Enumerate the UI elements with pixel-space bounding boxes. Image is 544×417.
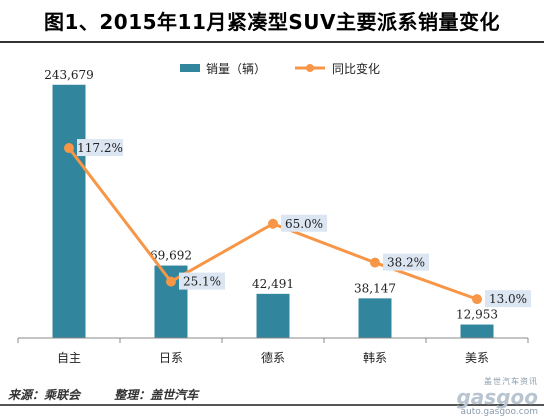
- line-label-box-0: [77, 139, 123, 157]
- x-tick-label-0: 自主: [57, 351, 81, 365]
- legend-label-line: 同比变化: [332, 61, 380, 76]
- legend: 销量（辆） 同比变化: [180, 61, 380, 76]
- legend-marker-line: [306, 64, 314, 72]
- line-point-3: [370, 257, 380, 268]
- bar-3: [358, 298, 392, 338]
- chart-title: 图1、2015年11月紧凑型SUV主要派系销量变化: [43, 10, 501, 34]
- line-label-2: 65.0%: [285, 217, 323, 231]
- x-tick-label-1: 日系: [159, 351, 183, 365]
- x-axis: 自主 日系 德系 韩系 美系: [17, 337, 529, 365]
- watermark-top: 盖世汽车资讯: [484, 377, 538, 386]
- bar-4: [460, 324, 494, 338]
- legend-label-bar: 销量（辆）: [206, 62, 266, 76]
- line-point-2: [268, 218, 278, 229]
- bar-label-1: 69,692: [150, 249, 192, 263]
- compiled-note: 整理：盖世汽车: [114, 388, 199, 402]
- bar-label-2: 42,491: [252, 277, 294, 291]
- line-label-box-2: [281, 214, 327, 232]
- line-label-3: 38.2%: [387, 256, 425, 270]
- line-point-4: [472, 294, 482, 305]
- line-label-box-1: [179, 272, 225, 290]
- legend-swatch-bar: [180, 64, 200, 72]
- bar-label-4: 12,953: [456, 308, 498, 322]
- line-point-1: [166, 276, 176, 287]
- line-label-4: 13.0%: [489, 292, 527, 306]
- line-point-0: [64, 143, 74, 154]
- bar-label-3: 38,147: [354, 281, 396, 295]
- bar-label-0: 243,679: [44, 68, 94, 82]
- title-divider: [0, 41, 544, 43]
- watermark: 盖世汽车资讯 gasgoo auto.gasgoo.com: [456, 376, 538, 417]
- line-label-box-3: [383, 253, 429, 271]
- bar-0: [52, 84, 86, 339]
- footer-notes: 来源：乘联会 整理：盖世汽车: [8, 386, 228, 403]
- x-tick-label-2: 德系: [261, 350, 285, 365]
- watermark-logo: gasgoo: [456, 385, 538, 409]
- bar-2: [256, 293, 290, 338]
- line-label-box-4: [485, 290, 531, 308]
- x-tick-label-4: 美系: [465, 351, 489, 365]
- footer-divider: [0, 404, 544, 406]
- watermark-url: auto.gasgoo.com: [460, 407, 538, 417]
- line-label-0: 117.2%: [77, 141, 123, 155]
- source-note: 来源：乘联会: [8, 388, 81, 402]
- x-tick-label-3: 韩系: [363, 350, 387, 365]
- line-label-1: 25.1%: [183, 275, 221, 289]
- line-series: 117.2% 25.1% 65.0% 38.2% 13.0%: [64, 139, 531, 308]
